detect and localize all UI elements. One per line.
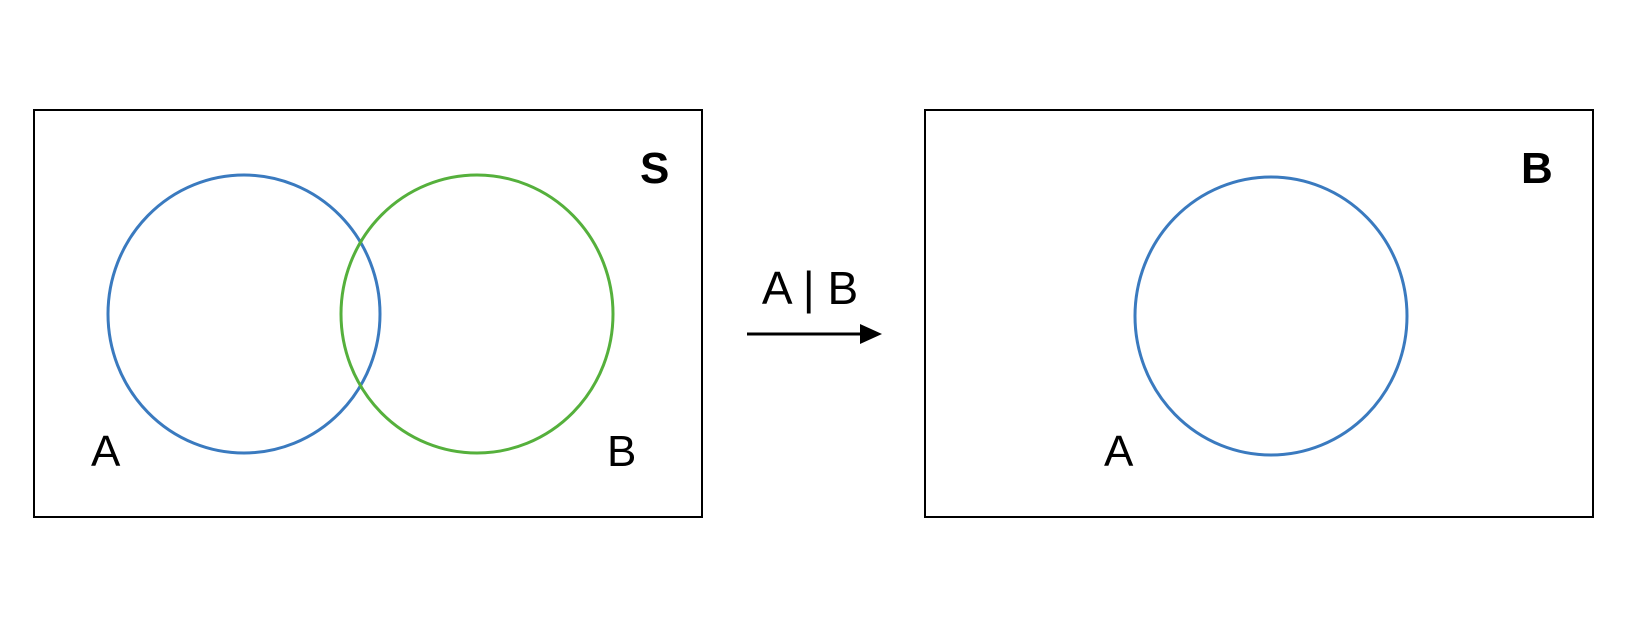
set-a-circle-conditioned bbox=[1133, 175, 1409, 457]
reduced-space-label: B bbox=[1521, 144, 1553, 193]
sample-space-frame bbox=[33, 109, 703, 518]
set-b-circle bbox=[339, 173, 615, 455]
arrow-head bbox=[860, 324, 882, 344]
sample-space-panel: S A B bbox=[33, 109, 703, 518]
reduced-space-panel: B A bbox=[924, 109, 1594, 518]
sample-space-label: S bbox=[640, 144, 669, 193]
set-b-label: B bbox=[607, 427, 636, 476]
set-a-label: A bbox=[91, 427, 121, 476]
conditioning-arrow-label: A | B bbox=[762, 262, 858, 314]
set-a-label-conditioned: A bbox=[1104, 427, 1134, 476]
set-a-circle bbox=[106, 173, 382, 455]
conditioning-arrow: A | B bbox=[747, 262, 882, 344]
